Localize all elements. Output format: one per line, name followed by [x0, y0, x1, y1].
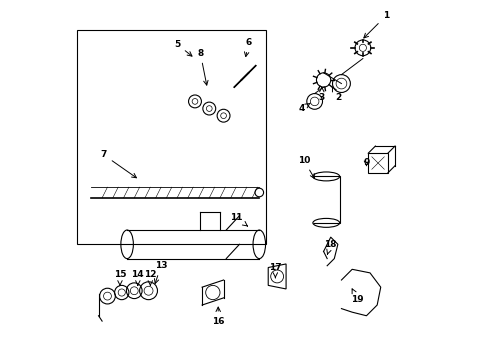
- Text: 17: 17: [269, 263, 282, 278]
- Text: 9: 9: [363, 158, 369, 167]
- Text: 14: 14: [131, 270, 144, 285]
- Text: 11: 11: [230, 213, 247, 226]
- Text: 16: 16: [212, 307, 224, 325]
- Text: 4: 4: [299, 103, 311, 113]
- Text: 18: 18: [324, 240, 337, 255]
- Text: 7: 7: [101, 150, 136, 178]
- Text: 2: 2: [332, 87, 341, 102]
- Text: 5: 5: [174, 40, 192, 56]
- Text: 1: 1: [364, 11, 389, 38]
- Text: 6: 6: [245, 38, 252, 57]
- Text: 15: 15: [114, 270, 126, 285]
- Text: 12: 12: [144, 270, 157, 285]
- Text: 19: 19: [351, 289, 364, 304]
- Text: 10: 10: [298, 156, 315, 179]
- Text: 8: 8: [197, 49, 208, 85]
- Text: 13: 13: [154, 261, 167, 284]
- Text: 3: 3: [318, 87, 325, 102]
